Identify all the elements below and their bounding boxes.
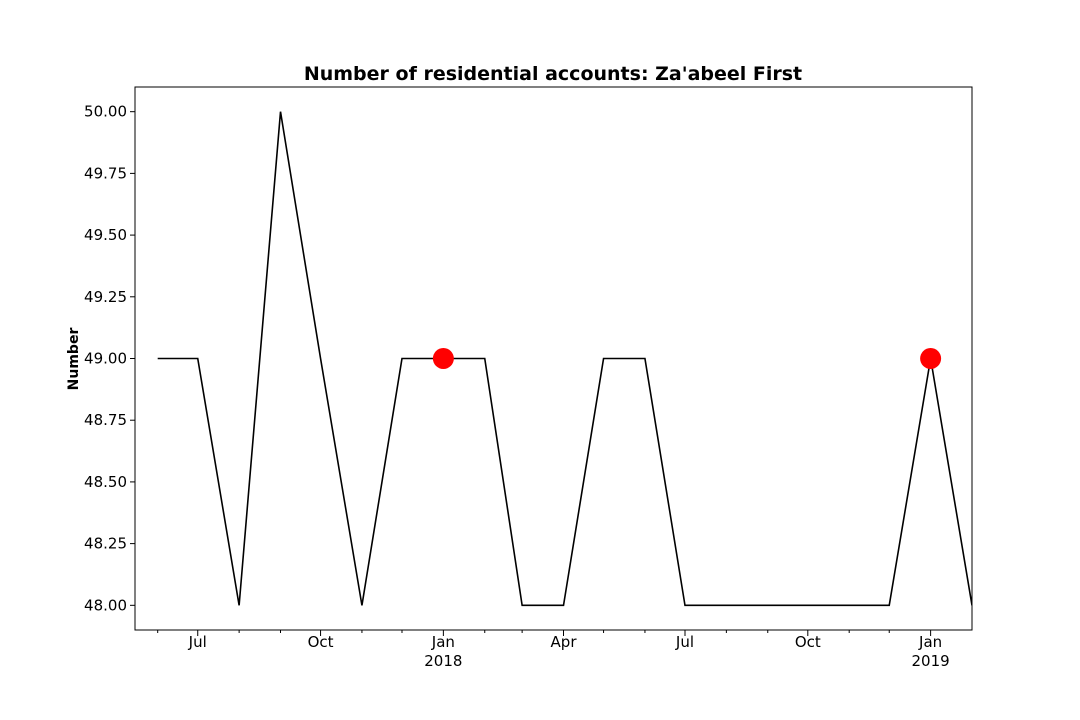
y-tick-label: 50.00	[84, 103, 127, 121]
x-tick-label: Jan	[431, 633, 455, 651]
y-tick-label: 49.25	[84, 288, 127, 306]
y-axis: 48.00 48.25 48.50 48.75 49.00 49.25 49.50 49.75…	[84, 103, 135, 614]
y-tick-label: 48.75	[84, 411, 127, 429]
x-tick-label: Oct	[795, 633, 821, 651]
x-tick-label: Oct	[308, 633, 334, 651]
y-tick-label: 48.50	[84, 473, 127, 491]
highlight-point	[920, 348, 942, 369]
chart-title: Number of residential accounts: Za'abeel…	[304, 63, 802, 85]
y-axis-label: Number	[66, 328, 82, 391]
x-tick-label: Apr	[551, 633, 578, 651]
y-tick-label: 48.25	[84, 535, 127, 553]
y-tick-label: 49.50	[84, 226, 127, 244]
y-tick-label: 49.75	[84, 164, 127, 182]
plot-area	[157, 111, 972, 607]
x-tick-year-label: 2019	[912, 652, 950, 670]
y-tick-label: 49.00	[84, 350, 127, 368]
series-line	[157, 111, 972, 607]
x-tick-label: Jul	[675, 633, 694, 651]
axes-frame	[134, 86, 973, 631]
y-tick-label: 48.00	[84, 596, 127, 614]
x-tick-label: Jul	[188, 633, 207, 651]
x-tick-year-label: 2018	[424, 652, 462, 670]
highlight-point	[432, 348, 454, 369]
x-tick-label: Jan	[918, 633, 942, 651]
